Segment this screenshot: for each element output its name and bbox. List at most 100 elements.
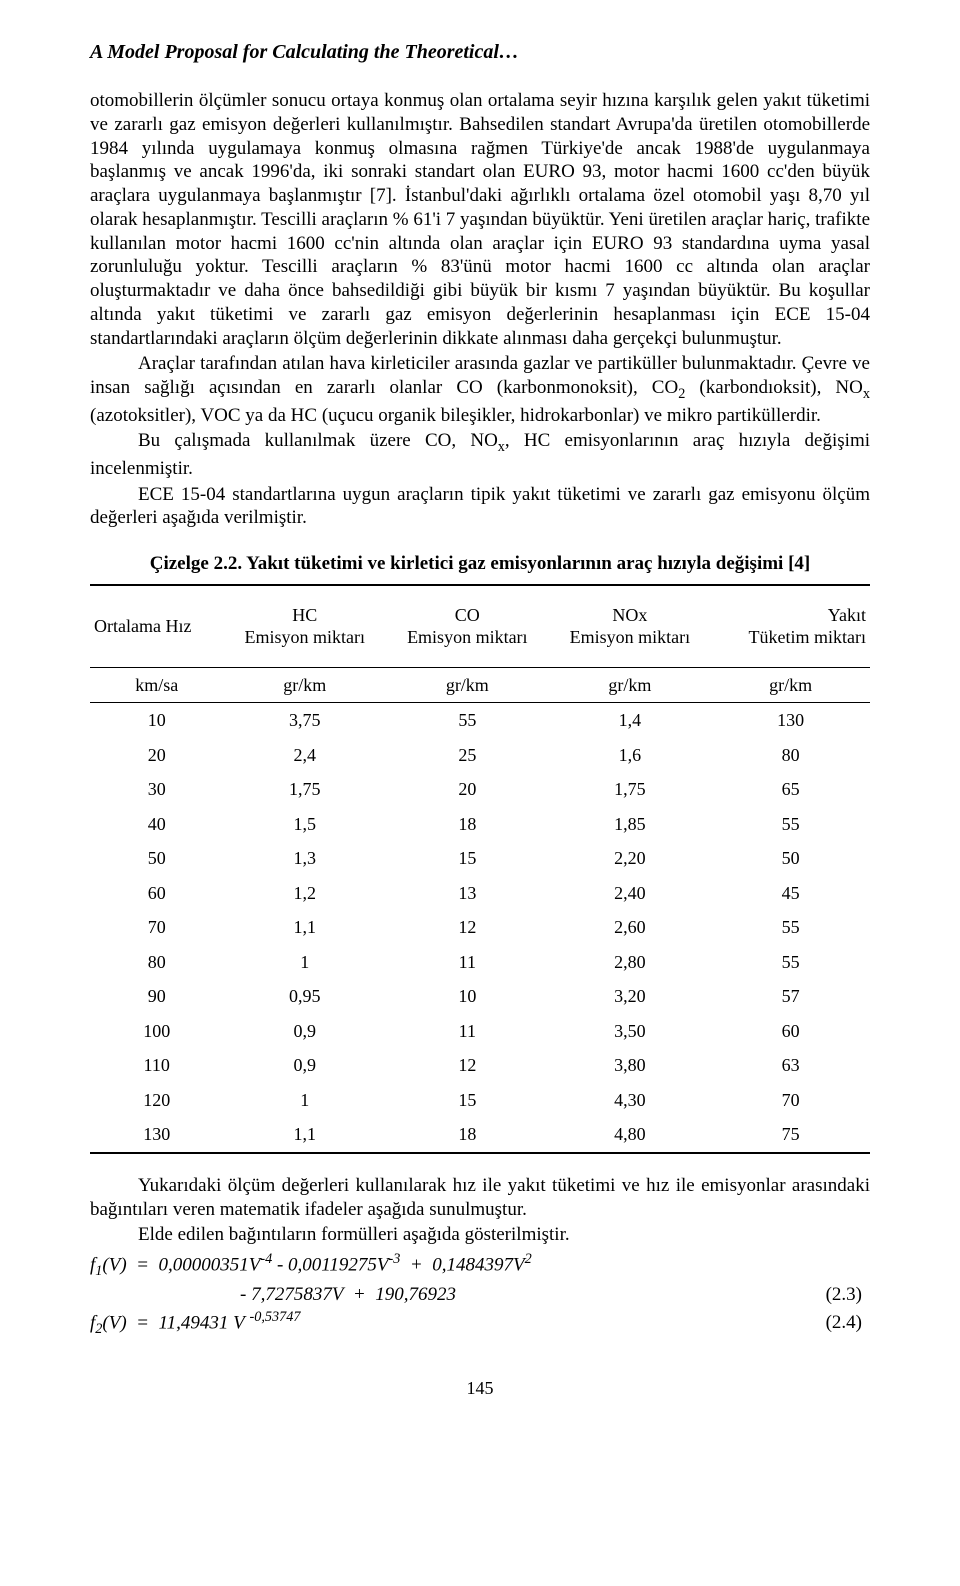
table-cell: 40	[90, 807, 223, 842]
table-cell: 55	[386, 703, 549, 738]
table-title: Çizelge 2.2. Yakıt tüketimi ve kirletici…	[90, 552, 870, 576]
subscript-x-2: x	[498, 439, 505, 455]
table-cell: 2,40	[549, 876, 712, 911]
table-cell: 50	[90, 841, 223, 876]
table-cell: 1,85	[549, 807, 712, 842]
table-cell: 120	[90, 1083, 223, 1118]
table-row: 701,1122,6055	[90, 910, 870, 945]
table-cell: 90	[90, 979, 223, 1014]
table-header-row-2: km/sagr/kmgr/kmgr/kmgr/km	[90, 667, 870, 703]
table-row: 301,75201,7565	[90, 772, 870, 807]
table-row: 1100,9123,8063	[90, 1048, 870, 1083]
table-col-header: YakıtTüketim miktarı	[711, 585, 870, 668]
table-cell: 13	[386, 876, 549, 911]
paragraph-5: Yukarıdaki ölçüm değerleri kullanılarak …	[90, 1174, 870, 1222]
table-cell: 55	[711, 807, 870, 842]
table-cell: 11	[386, 945, 549, 980]
eq1-text: f1(V) = 0,00000351V-4 - 0,00119275V-3 + …	[90, 1251, 532, 1281]
table-cell: 1,1	[223, 1117, 386, 1153]
table-cell: 70	[90, 910, 223, 945]
table-cell: 4,80	[549, 1117, 712, 1153]
table-cell: 1	[223, 945, 386, 980]
table-cell: 2,80	[549, 945, 712, 980]
table-cell: 60	[90, 876, 223, 911]
subscript-x: x	[863, 386, 870, 402]
table-cell: 18	[386, 1117, 549, 1153]
table-cell: 2,4	[223, 738, 386, 773]
table-cell: 20	[386, 772, 549, 807]
table-cell: 80	[711, 738, 870, 773]
table-cell: 10	[90, 703, 223, 738]
table-col-unit: gr/km	[711, 667, 870, 703]
paragraph-1: otomobillerin ölçümler sonucu ortaya kon…	[90, 89, 870, 350]
equation-1-line-1: f1(V) = 0,00000351V-4 - 0,00119275V-3 + …	[90, 1251, 870, 1281]
table-cell: 57	[711, 979, 870, 1014]
running-head: A Model Proposal for Calculating the The…	[90, 40, 870, 65]
table-row: 1301,1184,8075	[90, 1117, 870, 1153]
table-cell: 3,80	[549, 1048, 712, 1083]
table-cell: 0,95	[223, 979, 386, 1014]
table-cell: 1,75	[549, 772, 712, 807]
table-col-unit: gr/km	[386, 667, 549, 703]
page: A Model Proposal for Calculating the The…	[0, 0, 960, 1439]
p2-text-b: (karbondıoksit), NO	[685, 377, 863, 398]
emissions-table: Ortalama HızHCEmisyon miktarıCOEmisyon m…	[90, 584, 870, 1154]
table-cell: 15	[386, 1083, 549, 1118]
table-cell: 80	[90, 945, 223, 980]
table-cell: 60	[711, 1014, 870, 1049]
table-cell: 12	[386, 1048, 549, 1083]
table-body: 103,75551,4130202,4251,680301,75201,7565…	[90, 703, 870, 1153]
table-cell: 10	[386, 979, 549, 1014]
table-cell: 100	[90, 1014, 223, 1049]
table-cell: 1,5	[223, 807, 386, 842]
paragraph-4: ECE 15-04 standartlarına uygun araçların…	[90, 483, 870, 531]
equations-block: f1(V) = 0,00000351V-4 - 0,00119275V-3 + …	[90, 1251, 870, 1339]
table-cell: 3,75	[223, 703, 386, 738]
table-cell: 1,3	[223, 841, 386, 876]
table-cell: 20	[90, 738, 223, 773]
table-col-header: HCEmisyon miktarı	[223, 585, 386, 668]
table-header-row-1: Ortalama HızHCEmisyon miktarıCOEmisyon m…	[90, 585, 870, 668]
table-cell: 130	[90, 1117, 223, 1153]
table-col-unit: gr/km	[223, 667, 386, 703]
table-cell: 25	[386, 738, 549, 773]
table-cell: 1,75	[223, 772, 386, 807]
table-row: 401,5181,8555	[90, 807, 870, 842]
p3-text-a: Bu çalışmada kullanılmak üzere CO, NO	[138, 430, 498, 451]
paragraph-2: Araçlar tarafından atılan hava kirletici…	[90, 352, 870, 427]
eq1-number: (2.3)	[826, 1283, 870, 1307]
table-col-header: COEmisyon miktarı	[386, 585, 549, 668]
paragraph-6: Elde edilen bağıntıların formülleri aşağ…	[90, 1223, 870, 1247]
table-col-header: Ortalama Hız	[90, 585, 223, 668]
table-row: 501,3152,2050	[90, 841, 870, 876]
table-cell: 0,9	[223, 1048, 386, 1083]
table-row: 801112,8055	[90, 945, 870, 980]
eq2-text: f2(V) = 11,49431 V -0,53747	[90, 1309, 301, 1339]
paragraph-3: Bu çalışmada kullanılmak üzere CO, NOx, …	[90, 429, 870, 480]
table-row: 1000,9113,5060	[90, 1014, 870, 1049]
table-col-header: NOxEmisyon miktarı	[549, 585, 712, 668]
table-row: 1201154,3070	[90, 1083, 870, 1118]
table-cell: 50	[711, 841, 870, 876]
eq1-line2-text: - 7,7275837V + 190,76923	[90, 1283, 456, 1307]
table-cell: 63	[711, 1048, 870, 1083]
table-col-unit: km/sa	[90, 667, 223, 703]
table-cell: 11	[386, 1014, 549, 1049]
eq2-number: (2.4)	[826, 1311, 870, 1335]
table-cell: 55	[711, 945, 870, 980]
table-cell: 0,9	[223, 1014, 386, 1049]
table-cell: 65	[711, 772, 870, 807]
table-row: 900,95103,2057	[90, 979, 870, 1014]
equation-1-line-2: - 7,7275837V + 190,76923 (2.3)	[90, 1283, 870, 1307]
table-cell: 3,20	[549, 979, 712, 1014]
table-cell: 45	[711, 876, 870, 911]
table-row: 202,4251,680	[90, 738, 870, 773]
table-cell: 55	[711, 910, 870, 945]
p2-text-c: (azotoksitler), VOC ya da HC (uçucu orga…	[90, 405, 821, 426]
table-cell: 1,1	[223, 910, 386, 945]
table-cell: 110	[90, 1048, 223, 1083]
table-cell: 75	[711, 1117, 870, 1153]
table-cell: 15	[386, 841, 549, 876]
table-cell: 1,4	[549, 703, 712, 738]
table-cell: 12	[386, 910, 549, 945]
